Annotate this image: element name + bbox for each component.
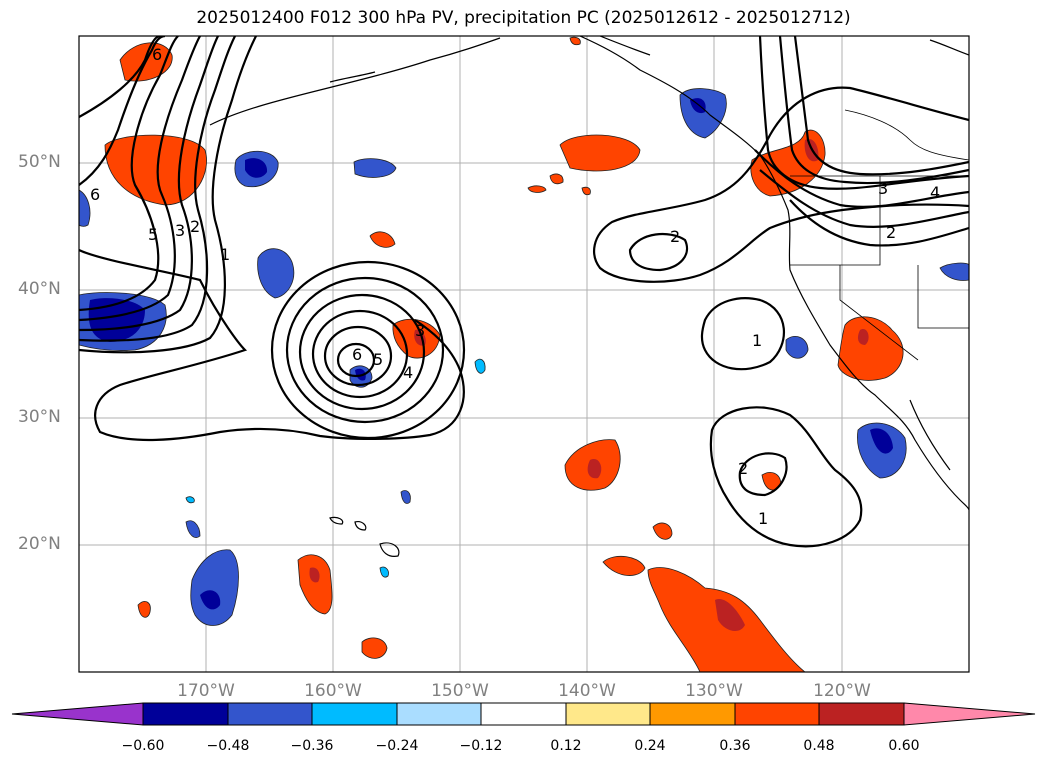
colorbar-segment (142, 702, 229, 726)
colorbar-tick: 0.36 (719, 738, 751, 754)
pv-contours (79, 36, 969, 548)
coastlines (209, 36, 969, 557)
contour-label: 3 (415, 321, 425, 340)
contour-label: 1 (752, 331, 762, 350)
contour-label: 2 (190, 217, 200, 236)
colorbar-segment (818, 702, 905, 726)
contour-label: 3 (175, 221, 185, 240)
colorbar-segment (480, 702, 567, 726)
map-frame (78, 35, 970, 673)
colorbar-tick: 0.60 (888, 738, 920, 754)
contour-label: 3 (878, 179, 888, 198)
colorbar-segment (311, 702, 398, 726)
colorbar-tick: −0.36 (290, 738, 334, 754)
colorbar-segment (396, 702, 482, 726)
lon-label: 140°W (558, 681, 616, 701)
contour-label: 4 (930, 183, 940, 202)
contour-label: 2 (670, 227, 680, 246)
lat-label: 30°N (18, 407, 61, 427)
colorbar-extend-high (903, 702, 1036, 726)
colorbar-tick: −0.60 (121, 738, 165, 754)
contour-label: 2 (738, 459, 748, 478)
contour-label: 6 (152, 45, 162, 64)
lon-label: 170°W (177, 681, 235, 701)
lon-label: 160°W (304, 681, 362, 701)
colorbar-tick: −0.24 (375, 738, 419, 754)
lon-label: 120°W (813, 681, 871, 701)
colorbar-tick: −0.48 (206, 738, 250, 754)
contour-label: 4 (403, 363, 413, 382)
contour-label: 1 (758, 509, 768, 528)
state-borders (790, 109, 969, 361)
contour-label: 6 (352, 345, 362, 364)
colorbar-segment (565, 702, 651, 726)
contour-label: 1 (220, 245, 230, 264)
map-title: 2025012400 F012 300 hPa PV, precipitatio… (196, 8, 851, 28)
contour-label: 5 (373, 350, 383, 369)
contour-labels: 6 6 5 3 2 1 6 5 4 3 2 1 2 1 3 4 2 (90, 45, 940, 528)
contour-label: 2 (886, 223, 896, 242)
colorbar-segment (649, 702, 736, 726)
colorbar (11, 702, 1036, 726)
contour-label: 6 (90, 185, 100, 204)
lat-label: 20°N (18, 534, 61, 554)
colorbar-tick: 0.12 (550, 738, 582, 754)
lat-label: 40°N (18, 279, 61, 299)
precip-strong-areas (309, 139, 869, 632)
colorbar-segment (734, 702, 820, 726)
lon-label: 150°W (431, 681, 489, 701)
colorbar-tick: 0.48 (803, 738, 835, 754)
contour-label: 5 (148, 225, 158, 244)
colorbar-tick: 0.24 (634, 738, 666, 754)
colorbar-tick: −0.12 (459, 738, 503, 754)
colorbar-extend-low (11, 702, 144, 726)
colorbar-segment (227, 702, 313, 726)
lat-label: 50°N (18, 152, 61, 172)
lon-label: 130°W (685, 681, 743, 701)
